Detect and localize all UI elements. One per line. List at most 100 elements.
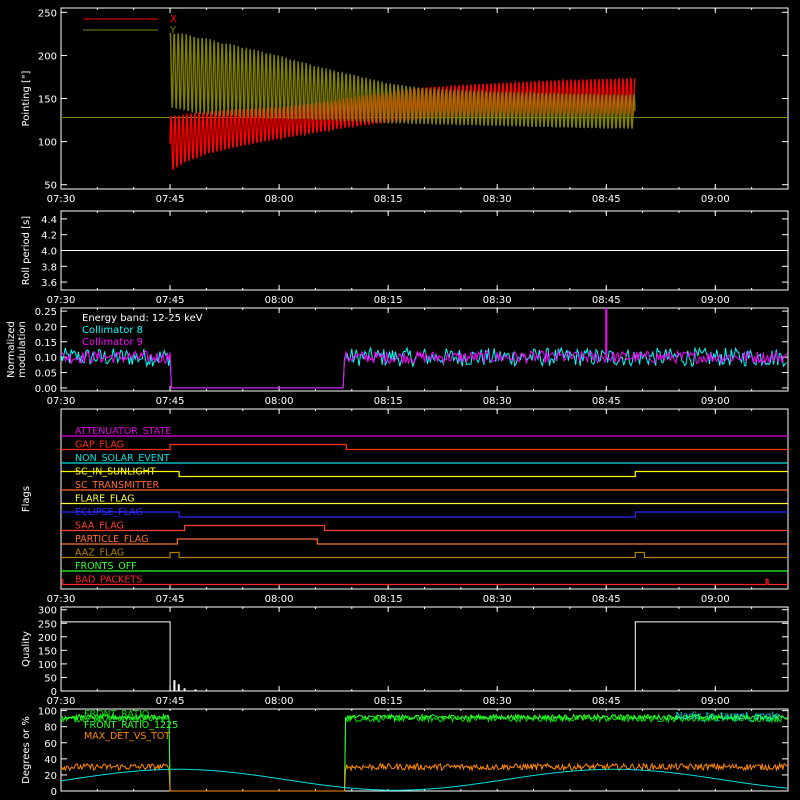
quality-line [61,621,788,692]
flag-label: FLARE_FLAG [75,494,135,505]
y-axis-label: Normalized [6,321,17,378]
flag-line-aaz-flag [61,551,788,559]
x-tick-label: 07:30 [47,396,76,407]
y-tick-label: 4.0 [41,247,57,258]
x-tick-label: 07:45 [156,696,185,707]
y-tick-label: 40 [44,755,57,766]
y-tick-label: 80 [44,723,57,734]
x-tick-label: 07:45 [156,295,185,306]
flag-line-sc-in-sunlight [61,470,788,478]
y-axis-label: modulation [17,321,28,378]
y-tick-label: 0.15 [35,338,57,349]
y-tick-label: 150 [38,646,57,657]
flag-label: SAA_FLAG [75,521,124,532]
y-tick-label: 100 [38,660,57,671]
x-tick-label: 08:45 [592,696,621,707]
y-tick-label: 0.05 [35,369,57,380]
panel-3: 07:30 07:45 08:00 08:15 08:30 08:45 09:00 Norma… [6,307,789,407]
y-tick-label: 150 [38,95,57,106]
y-tick-label: 50 [44,673,57,684]
x-tick-label: 08:15 [374,396,403,407]
panel-6: Degrees or % 0 20 40 60 80 100 FRONT_RATIOFRONT… [21,707,789,798]
x-tick-label: 08:00 [265,594,294,605]
x-tick-label: 08:15 [374,594,403,605]
flag-label: SC_IN_SUNLIGHT [75,467,156,478]
flag-line-gap-flag [61,443,788,451]
legend-label: FRONT_RATIO [84,709,149,720]
flag-label: NON_SOLAR_EVENT [75,453,170,464]
x-tick-label: 08:00 [265,295,294,306]
legend-title: Energy band: 12-25 keV [82,313,203,324]
x-tick-label: 09:00 [701,295,730,306]
y-tick-label: 0.10 [35,353,57,364]
legend-label: Y [169,25,177,36]
legend-label-right: Nadir_to_target_angle [675,711,780,722]
x-tick-label: 08:45 [592,295,621,306]
y-axis-label: Flags [21,486,32,512]
y-tick-label: 0.00 [35,384,57,395]
flag-line-saa-flag [61,524,788,532]
flag-label: ATTENUATOR_STATE [75,426,171,437]
y-tick-label: 60 [44,739,57,750]
x-tick-label: 08:30 [483,396,512,407]
x-tick-label: 07:45 [156,396,185,407]
legend-label: X [170,14,177,25]
y-tick-label: 200 [38,633,57,644]
y-tick-label: 250 [38,8,57,19]
flag-label: SC_TRANSMITTER [75,480,160,491]
y-tick-label: 20 [44,771,57,782]
y-tick-label: 50 [44,181,57,192]
x-tick-label: 08:30 [483,696,512,707]
x-tick-label: 08:15 [374,696,403,707]
y-axis-label: Degrees or % [21,716,32,784]
y-tick-label: 3.8 [41,262,57,273]
flag-label: AAZ_FLAG [75,548,124,559]
x-tick-label: 08:30 [483,295,512,306]
y-tick-label: 0.20 [35,322,57,333]
y-tick-label: 3.6 [41,278,57,289]
y-tick-label: 300 [38,606,57,617]
flag-label: BAD_PACKETS [75,575,142,586]
degrees-series-4 [60,768,788,791]
y-tick-label: 0 [51,787,57,798]
flag-line-particle-flag [61,538,788,545]
pointing-series-y [169,32,636,129]
flag-label: FRONTS_OFF [75,561,137,572]
degrees-series-3 [60,761,788,792]
y-tick-label: 0 [51,687,57,698]
x-tick-label: 08:45 [592,396,621,407]
x-tick-label: 08:45 [592,594,621,605]
flag-label: GAP_FLAG [75,440,124,451]
x-tick-label: 07:45 [156,594,185,605]
y-axis-label: Quality [21,631,32,667]
panel-5: 07:30 07:45 08:00 08:15 08:30 08:45 09:00 Quali… [21,606,789,707]
y-axis-label: Roll period [s] [21,216,32,285]
x-tick-label: 09:00 [701,594,730,605]
x-tick-label: 07:45 [156,194,185,205]
y-tick-label: 0.25 [35,307,57,318]
x-tick-label: 08:00 [265,396,294,407]
x-tick-label: 09:00 [701,396,730,407]
flag-label: ECLIPSE_FLAG [75,507,143,518]
panel-1: 07:30 07:45 08:00 08:15 08:30 08:45 09:00 Point… [21,7,789,205]
y-tick-label: 250 [38,619,57,630]
legend-label: Collimator 8 [82,325,143,336]
modulation-series-2 [60,349,787,389]
flag-label: PARTICLE_FLAG [75,534,148,545]
x-tick-label: 07:30 [47,295,76,306]
x-tick-label: 08:00 [265,696,294,707]
panel-4: 07:30 07:45 08:00 08:15 08:30 08:45 09:00 Flags… [21,408,789,605]
panel-2: 07:30 07:45 08:00 08:15 08:30 08:45 09:00 Roll … [21,210,789,306]
x-tick-label: 09:00 [701,696,730,707]
x-tick-label: 07:30 [47,194,76,205]
legend-label: Collimator 9 [82,337,143,348]
y-tick-label: 100 [38,707,57,718]
flag-line-bad-packets [61,578,788,586]
x-tick-label: 09:00 [701,194,730,205]
x-tick-label: 08:45 [592,194,621,205]
x-tick-label: 08:00 [265,194,294,205]
y-tick-label: 100 [38,138,57,149]
x-tick-label: 07:30 [47,594,76,605]
y-tick-label: 4.4 [41,215,57,226]
